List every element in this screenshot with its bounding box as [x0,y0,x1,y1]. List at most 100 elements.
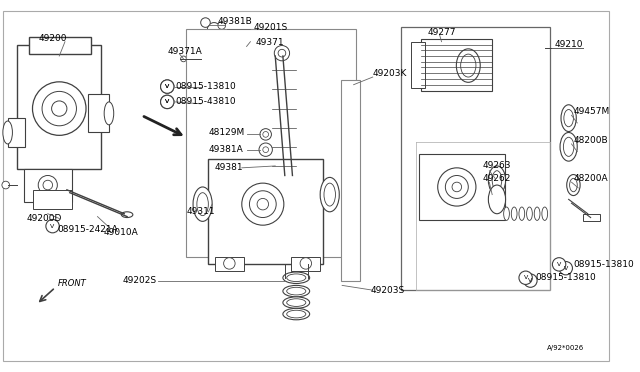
Circle shape [161,95,174,109]
Bar [17,45,101,169]
Ellipse shape [283,285,310,297]
Text: 08915-2421A: 08915-2421A [58,225,118,234]
Ellipse shape [283,297,310,308]
Ellipse shape [3,121,12,144]
Bar [411,42,426,87]
Ellipse shape [542,207,548,220]
Ellipse shape [104,102,114,125]
Ellipse shape [287,310,306,318]
Ellipse shape [324,183,335,206]
Text: 49200: 49200 [38,34,67,43]
Circle shape [211,247,225,263]
Ellipse shape [560,132,577,161]
Circle shape [263,132,269,137]
Text: 48129M: 48129M [209,128,244,137]
Circle shape [278,49,285,57]
Text: 48200A: 48200A [573,174,608,183]
Ellipse shape [561,105,576,132]
Ellipse shape [287,287,306,295]
Bar [583,214,600,221]
Circle shape [259,143,273,156]
Text: V: V [557,262,561,267]
Ellipse shape [567,174,580,196]
Circle shape [306,161,321,176]
Bar [186,29,356,257]
Circle shape [438,168,476,206]
Ellipse shape [563,137,574,156]
Text: 48200B: 48200B [573,136,608,145]
Ellipse shape [461,54,476,77]
Ellipse shape [193,187,212,221]
Circle shape [223,258,235,269]
Circle shape [2,181,10,189]
Circle shape [46,219,60,233]
Text: 49381B: 49381B [218,17,253,26]
Bar [419,154,504,220]
Circle shape [263,147,269,153]
Circle shape [161,80,174,93]
Text: 49201S: 49201S [253,23,287,32]
Circle shape [552,258,566,271]
Ellipse shape [287,299,306,307]
Circle shape [42,92,76,126]
Text: FRONT: FRONT [58,279,86,288]
Circle shape [257,198,269,210]
Text: 49210: 49210 [554,40,583,49]
Circle shape [559,262,572,275]
Text: 49371A: 49371A [167,47,202,56]
Text: 49262: 49262 [483,174,511,183]
Ellipse shape [534,207,540,220]
Ellipse shape [320,177,339,212]
Text: V: V [165,99,170,105]
Text: 08915-13810: 08915-13810 [176,82,237,91]
Circle shape [452,182,461,192]
Circle shape [38,176,58,195]
Circle shape [250,191,276,218]
Circle shape [275,45,289,61]
Circle shape [218,56,229,67]
Circle shape [201,77,209,85]
Circle shape [201,18,211,28]
Circle shape [524,274,537,287]
Bar [341,80,360,280]
Ellipse shape [287,274,306,282]
Ellipse shape [283,272,310,283]
Text: V: V [51,224,54,229]
Bar [88,94,109,132]
Circle shape [52,101,67,116]
Circle shape [300,258,312,269]
Text: 49371: 49371 [255,38,284,47]
Circle shape [180,56,186,62]
Bar [209,159,323,264]
Text: 49277: 49277 [427,28,456,36]
Text: 08915-13810: 08915-13810 [535,273,596,282]
Bar [215,257,244,271]
Circle shape [239,39,246,46]
Circle shape [43,180,52,190]
Circle shape [218,22,225,29]
Text: 08915-43810: 08915-43810 [176,97,236,106]
Text: 49311: 49311 [186,207,215,216]
Text: 49203K: 49203K [372,69,407,78]
Text: 49457M: 49457M [573,107,610,116]
Ellipse shape [519,207,525,220]
Bar [401,28,550,290]
Text: 49200D: 49200D [27,214,62,223]
Ellipse shape [492,171,502,190]
Ellipse shape [456,49,480,82]
Ellipse shape [527,207,532,220]
Text: 49202S: 49202S [122,276,156,285]
Bar [33,190,72,209]
Text: V: V [165,84,170,89]
Ellipse shape [122,212,133,218]
Bar [24,169,72,202]
Text: 49010A: 49010A [103,228,138,237]
Circle shape [207,23,221,36]
Text: V: V [165,84,170,89]
Ellipse shape [197,193,209,216]
Circle shape [260,129,271,140]
Circle shape [242,183,284,225]
Circle shape [211,161,225,176]
Text: V: V [165,99,170,105]
Ellipse shape [504,207,509,220]
